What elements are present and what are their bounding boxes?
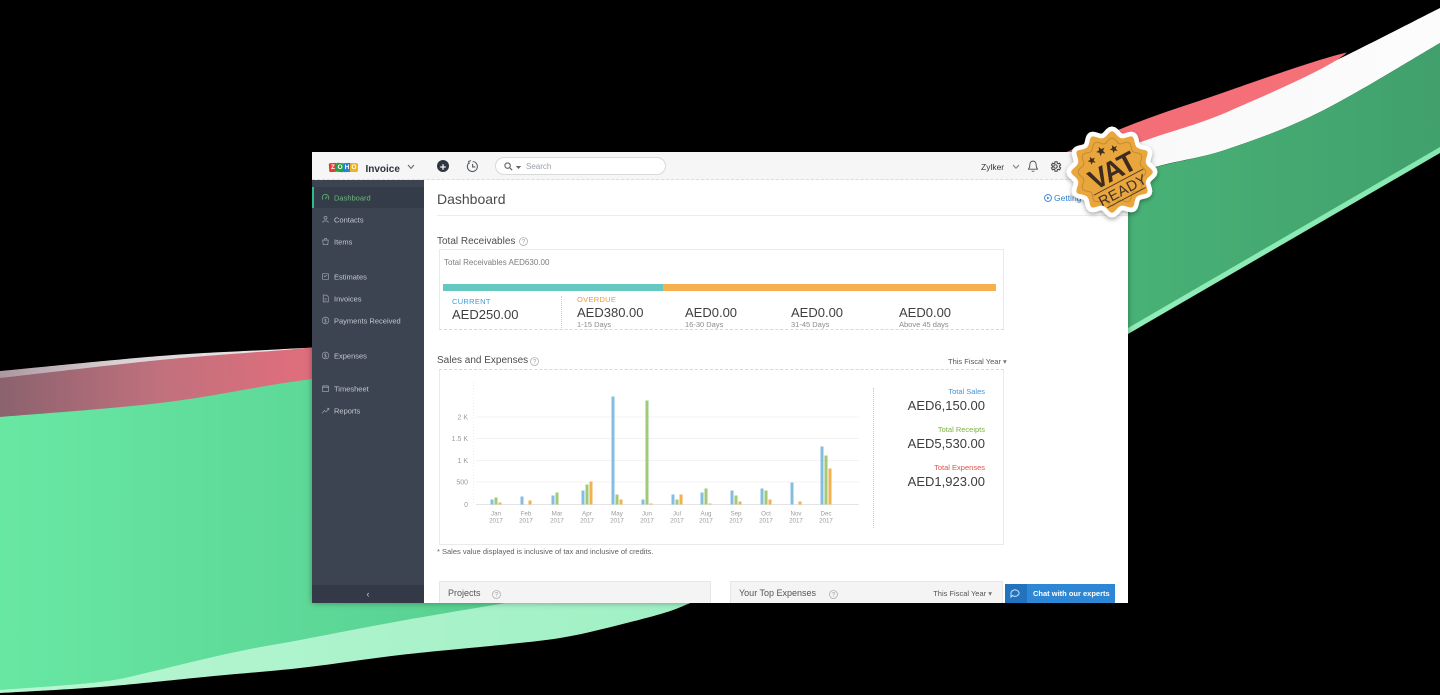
svg-text:2 K: 2 K (457, 415, 468, 422)
svg-text:1 K: 1 K (457, 458, 468, 465)
svg-text:?: ? (495, 593, 499, 599)
svg-text:2017: 2017 (610, 518, 624, 525)
svg-text:2017: 2017 (819, 518, 833, 525)
svg-text:Oct: Oct (761, 511, 771, 518)
svg-text:?: ? (533, 360, 537, 366)
svg-text:?: ? (832, 593, 836, 599)
svg-text:2017: 2017 (729, 518, 743, 525)
svg-text:Aug: Aug (700, 511, 712, 518)
svg-text:?: ? (522, 240, 526, 246)
svg-text:Dec: Dec (820, 511, 831, 518)
svg-text:2017: 2017 (789, 518, 803, 525)
svg-text:2017: 2017 (640, 518, 654, 525)
svg-text:May: May (611, 511, 624, 518)
svg-text:0: 0 (464, 502, 468, 509)
svg-text:2017: 2017 (699, 518, 713, 525)
svg-text:1.5 K: 1.5 K (452, 436, 469, 443)
svg-text:Jun: Jun (642, 511, 653, 518)
svg-text:Nov: Nov (790, 511, 802, 518)
svg-text:Sep: Sep (730, 511, 742, 518)
svg-text:Mar: Mar (552, 511, 563, 518)
svg-text:2017: 2017 (519, 518, 533, 525)
svg-text:Apr: Apr (582, 511, 592, 518)
svg-text:2017: 2017 (550, 518, 564, 525)
svg-text:Jan: Jan (491, 511, 502, 518)
svg-text:2017: 2017 (759, 518, 773, 525)
svg-text:2017: 2017 (489, 518, 503, 525)
svg-text:2017: 2017 (580, 518, 594, 525)
svg-text:Feb: Feb (521, 511, 532, 518)
svg-text:Jul: Jul (673, 511, 681, 518)
svg-text:500: 500 (456, 480, 468, 487)
svg-text:2017: 2017 (670, 518, 684, 525)
